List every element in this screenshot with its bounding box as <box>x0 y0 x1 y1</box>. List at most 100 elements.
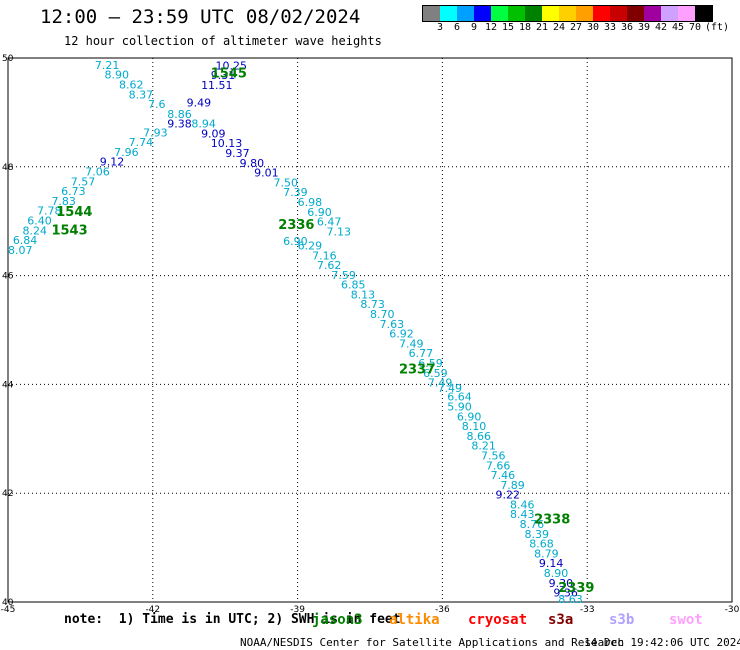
swh-value-label: 7.63 <box>380 318 405 331</box>
color-scale-label: 30 <box>586 22 600 33</box>
swh-value-label: 7.49 <box>399 337 424 350</box>
swh-value-label: 7.21 <box>95 59 120 72</box>
swh-value-label: 7.49 <box>438 382 463 395</box>
swh-value-label: 7.56 <box>481 449 506 462</box>
swh-value-label: 8.86 <box>167 108 192 121</box>
pass-time-label: 2339 <box>558 581 594 596</box>
pass-time-label: 1545 <box>211 67 247 82</box>
latitude-tick-label: 46 <box>2 272 14 282</box>
color-scale-swatch <box>627 6 644 21</box>
color-scale-label: 6 <box>453 22 461 33</box>
longitude-tick-label: -42 <box>145 605 160 615</box>
pass-time-label: 2337 <box>399 363 435 378</box>
color-scale-label: 33 <box>603 22 617 33</box>
swh-value-label: 6.47 <box>317 216 342 229</box>
longitude-tick-label: -30 <box>725 605 740 615</box>
swh-value-label: 6.73 <box>61 185 86 198</box>
swh-value-label: 7.39 <box>283 186 308 199</box>
swh-value-label: 6.90 <box>283 235 308 248</box>
footer-note: note: 1) Time is in UTC; 2) SWH is in fe… <box>64 612 401 627</box>
swh-value-label: 9.14 <box>539 557 564 570</box>
swh-value-label: 8.94 <box>191 118 216 131</box>
pass-time-label: 2338 <box>534 513 570 528</box>
longitude-tick-label: -36 <box>435 605 450 615</box>
color-scale-swatch <box>678 6 695 21</box>
swh-value-label: 9.36 <box>553 587 578 600</box>
legend-cryosat: cryosat <box>468 612 528 628</box>
swh-value-label: 9.22 <box>495 489 520 502</box>
swh-value-label: 9.38 <box>167 118 192 131</box>
swh-value-label: 6.90 <box>307 206 332 219</box>
swh-value-label: 7.66 <box>486 459 511 472</box>
swh-value-label: 10.13 <box>211 137 243 150</box>
pass-time-label: 1544 <box>56 205 92 220</box>
color-scale-label: 27 <box>569 22 583 33</box>
swh-value-label: 7.83 <box>51 195 76 208</box>
color-scale-swatch <box>474 6 491 21</box>
swh-value-label: 7.16 <box>312 249 337 262</box>
color-scale-label: 42 <box>654 22 668 33</box>
color-scale-label: 18 <box>518 22 532 33</box>
color-scale-label: 36 <box>620 22 634 33</box>
swh-value-label: 7.46 <box>491 469 515 482</box>
swh-value-label: 8.68 <box>529 538 554 551</box>
map-title: 12:00 — 23:59 UTC 08/02/2024 <box>40 6 361 28</box>
latitude-tick-label: 44 <box>2 380 14 390</box>
color-scale-swatch <box>440 6 457 21</box>
map-frame <box>7 57 733 603</box>
swh-value-label: 11.51 <box>201 79 233 92</box>
swh-value-label: 9.01 <box>254 167 279 180</box>
color-scale-label: 12 <box>484 22 498 33</box>
swh-value-label: 7.50 <box>273 176 298 189</box>
swh-value-label: 9.09 <box>201 127 226 140</box>
latitude-tick-label: 42 <box>2 489 13 499</box>
swh-value-label: 8.46 <box>510 498 535 511</box>
pass-time-label: 2336 <box>278 218 314 233</box>
swh-value-label: 8.07 <box>8 244 33 257</box>
swh-value-label: 8.90 <box>544 567 569 580</box>
swh-value-label: 8.70 <box>370 308 395 321</box>
swh-value-label: 6.59 <box>418 357 443 370</box>
color-scale-swatch <box>457 6 474 21</box>
swh-value-label: 7.57 <box>71 175 96 188</box>
swh-value-label: 9.80 <box>240 157 265 170</box>
legend-altika: altika <box>389 612 440 628</box>
color-scale-swatch <box>525 6 542 21</box>
swh-value-label: 7.96 <box>114 146 139 159</box>
latitude-tick-label: 40 <box>2 598 14 608</box>
swh-value-label: 8.37 <box>129 88 154 101</box>
longitude-tick-label: -39 <box>290 605 305 615</box>
swh-value-label: 8.39 <box>524 528 549 541</box>
color-scale-swatch <box>508 6 525 21</box>
longitude-tick-label: -45 <box>1 605 16 615</box>
color-scale-label: 45 <box>671 22 685 33</box>
swh-value-label: 5.90 <box>447 401 472 414</box>
swh-value-label: 7.06 <box>85 166 110 179</box>
color-scale-swatch <box>661 6 678 21</box>
swh-value-label: 6.59 <box>423 367 448 380</box>
color-scale-label: 24 <box>552 22 566 33</box>
swh-value-label: 8.13 <box>351 288 376 301</box>
swh-value-label: 8.63 <box>558 593 583 606</box>
swh-value-label: 6.92 <box>389 328 414 341</box>
color-scale-swatch <box>644 6 661 21</box>
swh-value-label: 10.25 <box>216 59 248 72</box>
color-scale-swatch <box>576 6 593 21</box>
color-scale-label: 39 <box>637 22 651 33</box>
swh-value-label: 9.30 <box>549 577 574 590</box>
swh-value-label: 9.31 <box>211 69 236 82</box>
color-scale-label: 70 <box>688 22 702 33</box>
color-scale-swatch <box>593 6 610 21</box>
color-scale-swatch <box>610 6 627 21</box>
swh-value-label: 7.6 <box>148 98 166 111</box>
pass-time-label: 1543 <box>51 223 87 238</box>
swh-value-label: 9.37 <box>225 147 250 160</box>
swh-value-label: 8.24 <box>22 224 47 237</box>
swh-value-label: 9.12 <box>100 156 125 169</box>
legend-jason3: jason3 <box>312 612 363 628</box>
color-scale-swatch <box>559 6 576 21</box>
swh-value-label: 6.84 <box>13 234 38 247</box>
swh-value-label: 8.90 <box>105 69 129 82</box>
legend-swot: swot <box>669 612 703 628</box>
swh-value-label: 6.90 <box>457 410 482 423</box>
